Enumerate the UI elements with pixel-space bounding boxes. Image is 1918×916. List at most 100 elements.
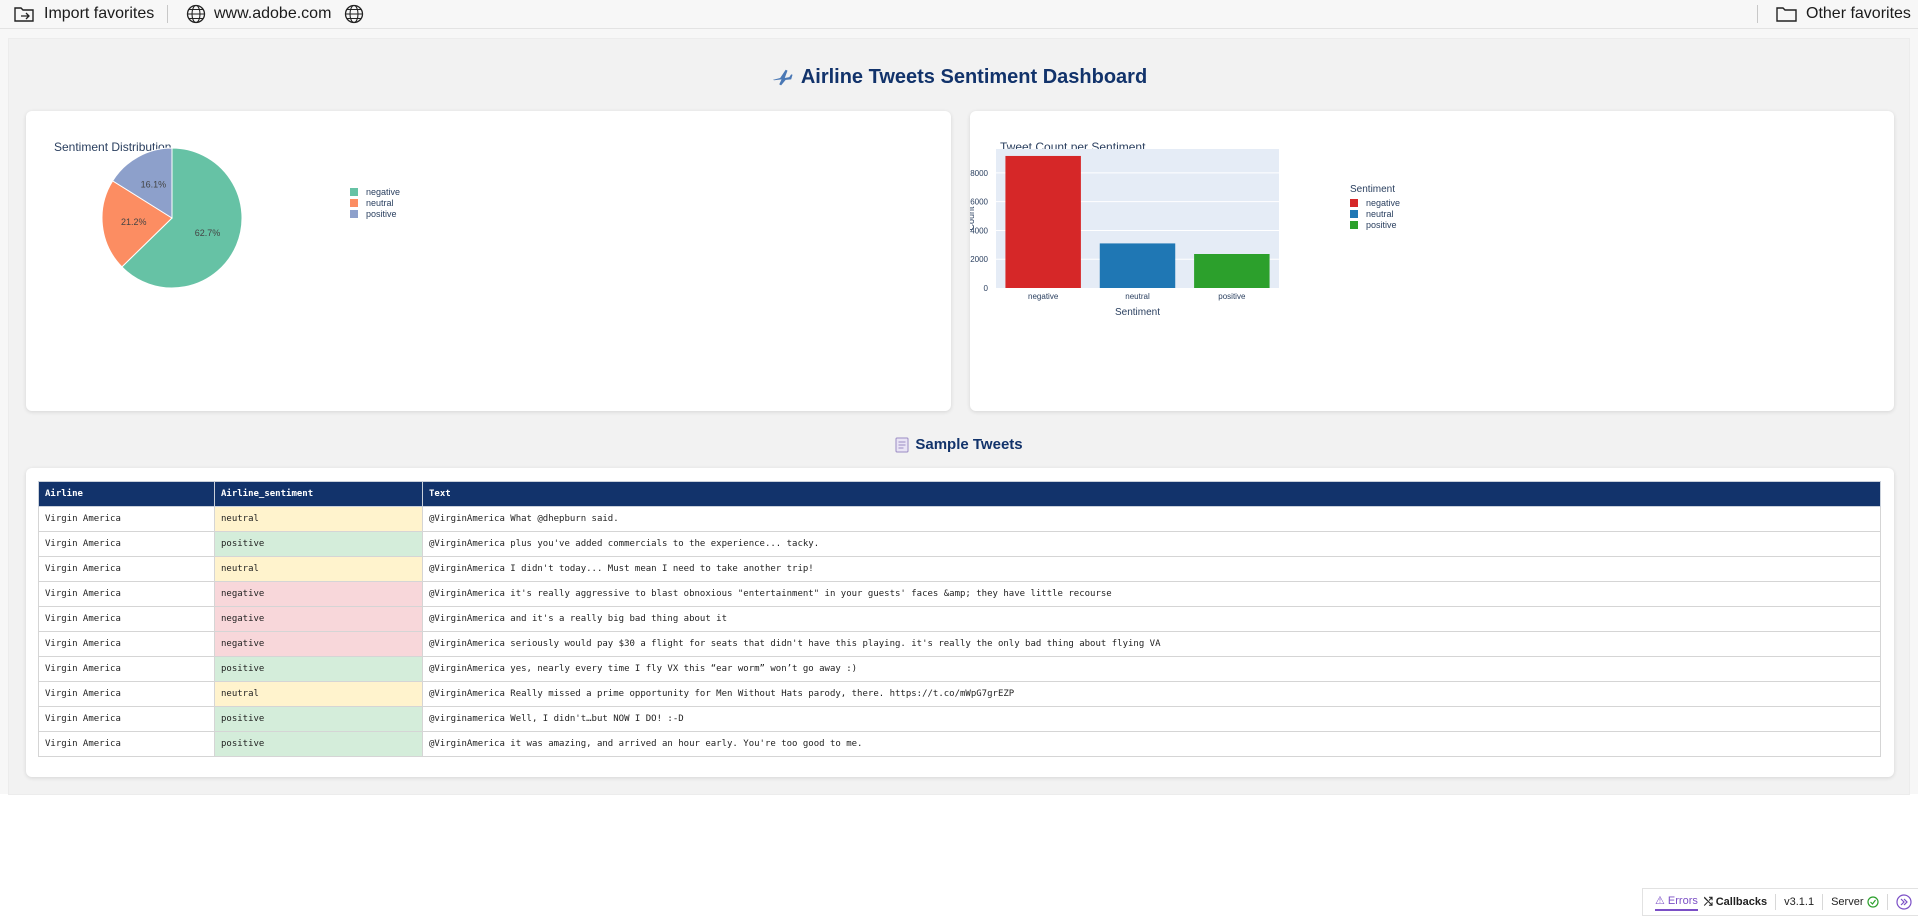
legend-item-neutral[interactable]: neutral [350,197,400,208]
airline-cell: Virgin America [38,506,215,532]
airline-cell: Virgin America [38,731,215,757]
legend-label: positive [366,208,397,219]
y-tick-label: 8000 [970,169,988,178]
table-row[interactable]: Virgin America positive @virginamerica Wel… [38,706,1881,732]
pie-chart-title: Sentiment Distribution [54,140,172,154]
callbacks-label: Callbacks [1715,895,1768,908]
pie-slice-label: 21.2% [121,217,147,227]
callbacks-tab[interactable]: ⤭ Callbacks [1703,895,1768,908]
airplane-icon [772,69,793,85]
table-row[interactable]: Virgin America negative @VirginAmerica and… [38,606,1881,632]
legend-label: neutral [366,197,394,208]
table-row[interactable]: Virgin America negative @VirginAmerica ser… [38,631,1881,657]
legend-swatch [350,198,358,207]
text-cell: @VirginAmerica Really missed a prime opp… [422,681,1881,707]
column-header[interactable]: Airline_sentiment [214,481,423,507]
y-tick-label: 0 [984,284,989,293]
sentiment-cell: positive [214,731,423,757]
table-row[interactable]: Virgin America neutral @VirginAmerica I di… [38,556,1881,582]
sentiment-cell: neutral [214,681,423,707]
table-row[interactable]: Virgin America neutral @VirginAmerica What… [38,506,1881,532]
y-tick-label: 6000 [970,198,988,207]
table-row[interactable]: Virgin America positive @VirginAmerica it … [38,731,1881,757]
errors-tab[interactable]: ⚠ Errors [1655,894,1698,911]
table-row[interactable]: Virgin America neutral @VirginAmerica Real… [38,681,1881,707]
legend-label: positive [1366,219,1397,230]
sentiment-cell: positive [214,706,423,732]
text-cell: @virginamerica Well, I didn't…but NOW I … [422,706,1881,732]
server-label: Server [1831,896,1864,908]
legend-label: neutral [1366,208,1394,219]
text-cell: @VirginAmerica yes, nearly every time I … [422,656,1881,682]
text-cell: @VirginAmerica plus you've added commerc… [422,531,1881,557]
legend-item-positive[interactable]: positive [1350,219,1400,230]
legend-swatch [1350,220,1358,229]
text-cell: @VirginAmerica seriously would pay $30 a… [422,631,1881,657]
globe-favorite-link[interactable] [344,4,372,24]
sentiment-cell: neutral [214,506,423,532]
sentiment-cell: negative [214,606,423,632]
y-tick-label: 2000 [970,255,988,264]
dashboard-title: Airline Tweets Sentiment Dashboard [0,66,1918,89]
sentiment-cell: positive [214,531,423,557]
legend-swatch [350,187,358,196]
x-tick-label: negative [1028,292,1059,301]
bar-chart-card: Tweet Count per Sentiment 0 2000 4000 6000 8… [970,111,1894,411]
favorites-divider [167,5,168,23]
dashboard-title-text: Airline Tweets Sentiment Dashboard [800,66,1148,88]
x-axis-label: Sentiment [1115,307,1160,318]
table-row[interactable]: Virgin America positive @VirginAmerica plu… [38,531,1881,557]
legend-item-neutral[interactable]: neutral [1350,208,1400,219]
globe-icon [344,4,364,24]
bar-negative[interactable] [1005,155,1081,288]
bar-positive[interactable] [1194,254,1270,288]
legend-label: negative [366,186,401,197]
y-tick-label: 4000 [970,226,988,235]
globe-icon [186,4,206,24]
import-folder-icon [14,7,34,22]
favorites-divider [1757,5,1758,23]
server-ok-icon [1867,896,1880,908]
table-row[interactable]: Virgin America positive @VirginAmerica yes… [38,656,1881,682]
column-header[interactable]: Airline [38,481,215,507]
table-row[interactable]: Virgin America negative @VirginAmerica it'… [38,581,1881,607]
favorites-bar: Import favorites www.adobe.com Other fav… [0,0,1918,29]
legend-item-negative[interactable]: negative [350,186,400,197]
airline-cell: Virgin America [38,581,215,607]
debug-divider [1775,894,1777,910]
memo-icon [895,437,909,452]
airline-cell: Virgin America [38,656,215,682]
x-tick-label: positive [1218,292,1246,301]
column-header[interactable]: Text [422,481,1881,507]
sample-tweets-title-text: Sample Tweets [915,436,1023,453]
page-blank-area [0,794,1918,916]
airline-cell: Virgin America [38,556,215,582]
pie-slice-neutral[interactable] [101,180,173,268]
bar-legend: Sentiment negative neutral positive [1350,184,1400,230]
pie-chart[interactable]: 62.7% 21.2% 16.1% [26,111,951,411]
other-favorites-button[interactable]: Other favorites [1776,4,1911,24]
legend-label: negative [1366,197,1401,208]
sentiment-cell: positive [214,656,423,682]
legend-swatch [350,209,358,218]
text-cell: @VirginAmerica and it's a really big bad… [422,606,1881,632]
pie-slice-negative[interactable] [121,147,243,289]
sample-tweets-table: Airline Airline_sentiment Text Virgin Amer… [38,481,1881,757]
sample-tweets-title: Sample Tweets [0,436,1918,453]
legend-item-negative[interactable]: negative [1350,197,1400,208]
import-favorites-button[interactable]: Import favorites [14,4,154,24]
pie-slice-label: 16.1% [141,179,167,189]
airline-cell: Virgin America [38,531,215,557]
pie-slice-positive[interactable] [111,147,173,219]
adobe-favorite-link[interactable]: www.adobe.com [186,4,331,24]
table-header-row: Airline Airline_sentiment Text [38,481,1881,507]
sentiment-cell: negative [214,631,423,657]
collapse-debug-icon[interactable] [1896,894,1913,910]
legend-item-positive[interactable]: positive [350,208,400,219]
text-cell: @VirginAmerica What @dhepburn said. [422,506,1881,532]
airline-cell: Virgin America [38,681,215,707]
y-axis-label: Count [970,206,976,231]
airline-cell: Virgin America [38,706,215,732]
bar-neutral[interactable] [1099,243,1176,288]
